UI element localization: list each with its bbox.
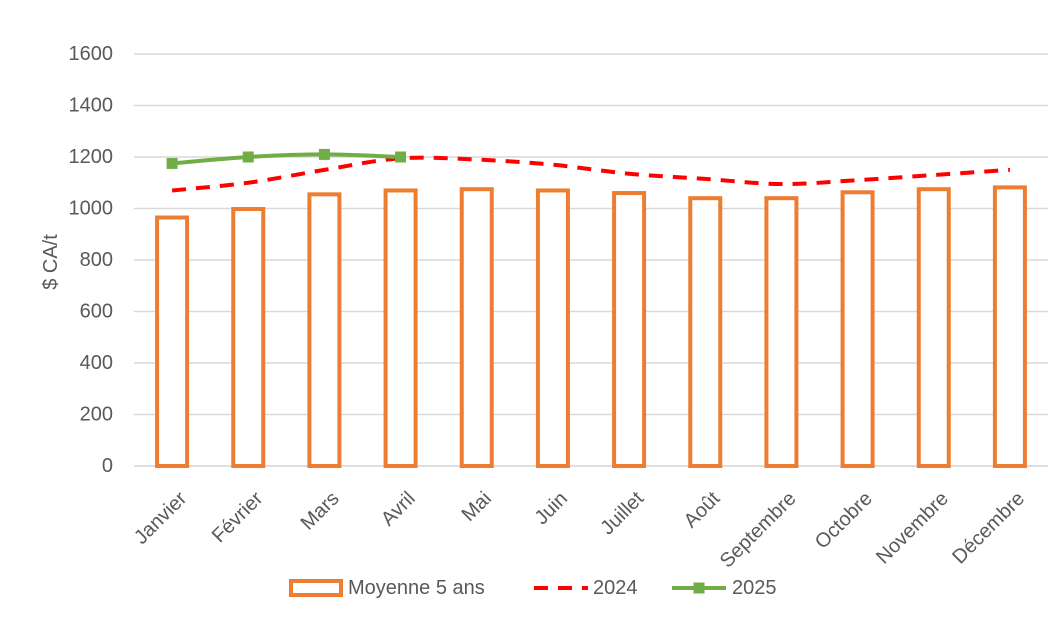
y-tick-label: 1600 [69, 43, 114, 65]
y-tick-label: 800 [80, 249, 113, 271]
legend-label-2024: 2024 [593, 577, 638, 599]
legend-label-2025: 2025 [732, 577, 777, 599]
x-tick-label: Avril [377, 488, 420, 531]
bar-moyenne-5-ans [992, 185, 1027, 468]
marker-2025 [395, 151, 407, 163]
bar-moyenne-5-ans [688, 196, 723, 468]
bar-moyenne-5-ans [612, 191, 647, 469]
y-tick-label: 200 [80, 404, 113, 426]
line-layer [166, 148, 1011, 193]
bar-moyenne-5-ans [459, 187, 494, 468]
x-tick-label: Juin [531, 488, 573, 530]
legend-swatch-moyenne-5-ans [289, 579, 343, 597]
bar-moyenne-5-ans [307, 192, 342, 468]
x-tick-label: Décembre [948, 488, 1029, 569]
x-tick-label: Septembre [716, 488, 801, 573]
bar-moyenne-5-ans [383, 188, 418, 468]
marker-2025 [318, 148, 330, 160]
y-tick-label: 400 [80, 352, 113, 374]
x-tick-label: Mai [458, 488, 496, 526]
y-axis-title: $ CA/t [40, 234, 62, 290]
legend-marker-2025 [693, 582, 705, 594]
bar-moyenne-5-ans [764, 196, 799, 468]
bar-moyenne-5-ans [840, 190, 875, 468]
bar-moyenne-5-ans [535, 188, 570, 468]
grid-layer [134, 53, 1048, 467]
y-tick-label: 0 [102, 455, 113, 477]
marker-2025 [166, 157, 178, 169]
y-tick-labels: 0 200 400 600 800 1000 1200 1400 1600 [69, 43, 114, 477]
y-tick-label: 1000 [69, 198, 114, 220]
x-tick-label: Octobre [811, 488, 877, 554]
x-tick-label: Mars [297, 488, 344, 535]
marker-2025 [242, 151, 254, 163]
bar-moyenne-5-ans [155, 215, 190, 468]
x-tick-label: Août [680, 487, 725, 532]
bar-layer [155, 185, 1027, 469]
y-tick-label: 1400 [69, 95, 114, 117]
legend: Moyenne 5 ans 2024 2025 [289, 577, 777, 599]
x-tick-label: Juillet [597, 487, 649, 539]
line-2025 [171, 152, 401, 166]
x-tick-label: Novembre [872, 488, 953, 569]
x-tick-label: Janvier [130, 487, 191, 548]
x-tick-label: Février [208, 487, 268, 547]
bar-moyenne-5-ans [231, 207, 266, 468]
y-tick-label: 1200 [69, 146, 114, 168]
y-tick-label: 600 [80, 301, 113, 323]
legend-label-moyenne-5-ans: Moyenne 5 ans [348, 577, 485, 599]
bar-moyenne-5-ans [916, 187, 951, 468]
x-tick-labels: Janvier Février Mars Avril Mai Juin Juillet Aoû… [130, 487, 1029, 572]
line-2024 [171, 155, 1011, 193]
